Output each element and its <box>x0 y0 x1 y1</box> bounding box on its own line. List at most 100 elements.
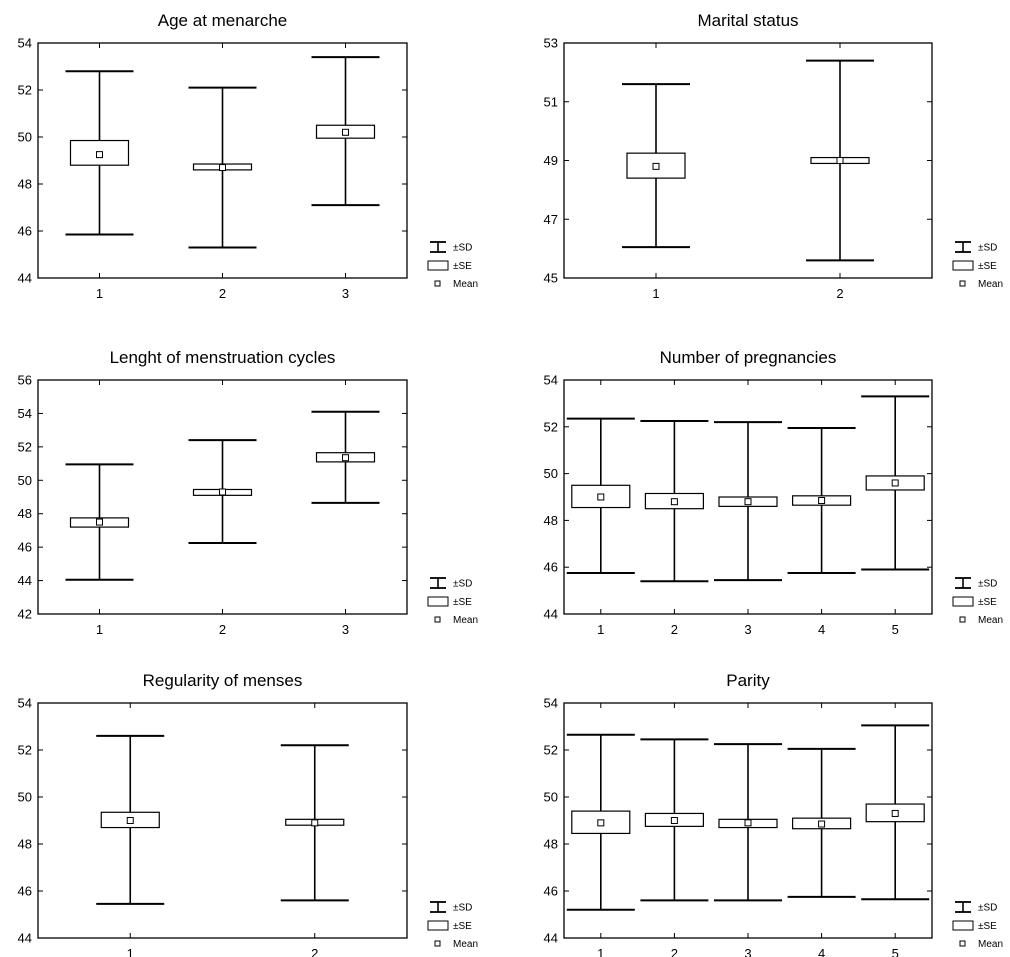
legend-se-box <box>953 597 973 606</box>
mean-marker <box>220 165 226 171</box>
y-tick-label: 46 <box>544 884 558 899</box>
mean-marker <box>97 152 103 158</box>
legend-se-label: ±SE <box>978 921 997 932</box>
legend: ±SD ±SE Mean <box>953 578 1003 626</box>
legend: ±SD ±SE Mean <box>428 578 478 626</box>
legend-se-label: ±SE <box>978 261 997 272</box>
legend-mean-label: Mean <box>978 279 1003 290</box>
panel-title: Lenght of menstruation cycles <box>110 348 336 367</box>
panel-title: Number of pregnancies <box>660 348 837 367</box>
mean-marker <box>598 494 604 500</box>
x-tick-label: 1 <box>652 286 659 301</box>
mean-marker <box>598 820 604 826</box>
y-tick-label: 44 <box>18 271 32 286</box>
y-tick-label: 52 <box>544 743 558 758</box>
y-tick-label: 52 <box>18 83 32 98</box>
mean-marker <box>127 818 133 824</box>
y-tick-label: 46 <box>544 560 558 575</box>
x-tick-label: 1 <box>127 946 134 957</box>
mean-marker <box>220 489 226 495</box>
y-tick-label: 48 <box>18 837 32 852</box>
y-tick-label: 50 <box>18 790 32 805</box>
y-tick-label: 46 <box>18 884 32 899</box>
chart-panel-6: Parity 44 46 48 50 52 54 1 2 3 4 5 ±SD ±SE Mean <box>544 671 1003 957</box>
y-tick-label: 45 <box>544 271 558 286</box>
legend-sd-label: ±SD <box>453 903 472 914</box>
x-tick-label: 4 <box>818 622 825 637</box>
mean-marker <box>671 499 677 505</box>
mean-marker <box>343 455 349 461</box>
legend-mean-label: Mean <box>978 939 1003 950</box>
legend-se-label: ±SE <box>978 597 997 608</box>
legend-sd-label: ±SD <box>978 579 997 590</box>
legend-se-label: ±SE <box>453 921 472 932</box>
y-tick-label: 50 <box>544 466 558 481</box>
y-tick-label: 44 <box>18 573 32 588</box>
y-tick-label: 48 <box>544 837 558 852</box>
y-tick-label: 54 <box>18 36 32 51</box>
mean-marker <box>312 820 318 826</box>
legend-sd-label: ±SD <box>453 579 472 590</box>
chart-panel-5: Regularity of menses 44 46 48 50 52 54 1 2 ±SD ±SE… <box>18 671 478 957</box>
legend-mean-label: Mean <box>453 615 478 626</box>
x-tick-label: 2 <box>219 286 226 301</box>
legend-se-box <box>953 921 973 930</box>
y-tick-label: 46 <box>18 540 32 555</box>
x-tick-label: 2 <box>671 946 678 957</box>
y-tick-label: 42 <box>18 607 32 622</box>
legend-se-box <box>428 921 448 930</box>
legend-sd-label: ±SD <box>453 243 472 254</box>
panel-title: Marital status <box>697 11 798 30</box>
x-tick-label: 5 <box>892 622 899 637</box>
legend: ±SD ±SE Mean <box>428 242 478 290</box>
y-tick-label: 54 <box>544 696 558 711</box>
legend: ±SD ±SE Mean <box>953 242 1003 290</box>
y-tick-label: 50 <box>544 790 558 805</box>
legend-se-box <box>953 261 973 270</box>
x-tick-label: 2 <box>836 286 843 301</box>
y-tick-label: 51 <box>544 94 558 109</box>
chart-panel-4: Number of pregnancies 44 46 48 50 52 54 1 2 3 4 5 ±S… <box>544 348 1003 637</box>
x-tick-label: 2 <box>219 622 226 637</box>
chart-panel-3: Lenght of menstruation cycles 42 44 46 48 50 5… <box>18 348 478 637</box>
mean-marker <box>745 499 751 505</box>
legend-mean-marker <box>960 941 965 946</box>
legend-mean-marker <box>435 941 440 946</box>
y-tick-label: 50 <box>18 130 32 145</box>
panel-title: Regularity of menses <box>143 671 303 690</box>
legend-mean-marker <box>435 281 440 286</box>
legend-se-label: ±SE <box>453 597 472 608</box>
x-tick-label: 5 <box>892 946 899 957</box>
legend-mean-marker <box>960 281 965 286</box>
y-tick-label: 46 <box>18 224 32 239</box>
mean-marker <box>819 498 825 504</box>
x-tick-label: 1 <box>597 946 604 957</box>
legend-se-box <box>428 261 448 270</box>
legend-sd-label: ±SD <box>978 903 997 914</box>
y-tick-label: 54 <box>544 373 558 388</box>
plot-frame <box>38 703 407 938</box>
y-tick-label: 47 <box>544 212 558 227</box>
mean-marker <box>745 820 751 826</box>
mean-marker <box>97 519 103 525</box>
mean-marker <box>837 158 843 164</box>
y-tick-label: 44 <box>18 931 32 946</box>
legend-mean-marker <box>435 617 440 622</box>
y-tick-label: 50 <box>18 473 32 488</box>
x-tick-label: 2 <box>671 622 678 637</box>
legend-mean-label: Mean <box>453 279 478 290</box>
legend-sd-label: ±SD <box>978 243 997 254</box>
x-tick-label: 2 <box>311 946 318 957</box>
legend-mean-marker <box>960 617 965 622</box>
y-tick-label: 49 <box>544 153 558 168</box>
y-tick-label: 48 <box>18 177 32 192</box>
y-tick-label: 52 <box>18 439 32 454</box>
y-tick-label: 44 <box>544 607 558 622</box>
legend-se-box <box>428 597 448 606</box>
y-tick-label: 44 <box>544 931 558 946</box>
mean-marker <box>892 810 898 816</box>
x-tick-label: 3 <box>744 946 751 957</box>
y-tick-label: 52 <box>18 743 32 758</box>
chart-panel-1: Age at menarche 44 46 48 50 52 54 1 2 3 ±SD ±SE Mean <box>18 11 478 301</box>
